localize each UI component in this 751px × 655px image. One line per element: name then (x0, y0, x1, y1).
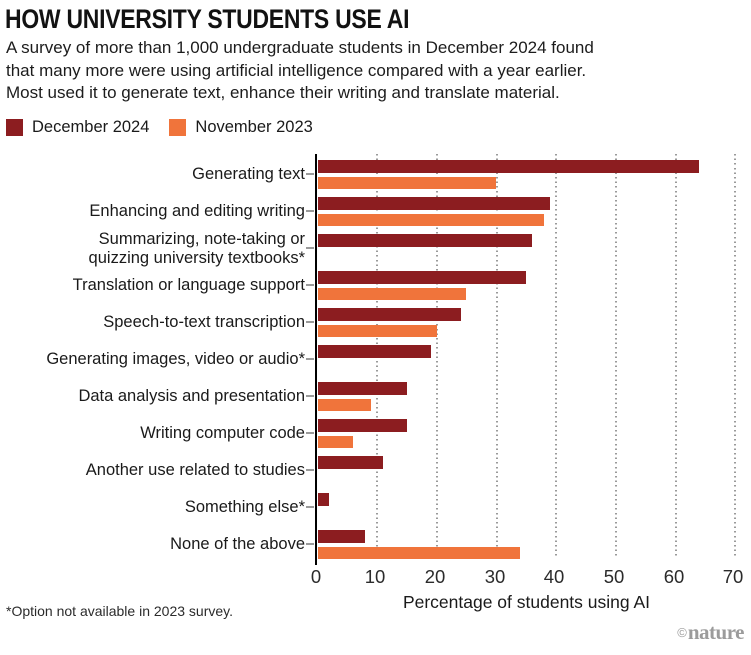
bar-november-2023 (317, 435, 354, 448)
category-tick (306, 543, 314, 545)
x-tick-20: 20 (424, 566, 446, 587)
x-tick-70: 70 (722, 566, 744, 587)
legend-item-november-2023: November 2023 (169, 118, 313, 137)
category-label: Speech-to-text transcription (103, 313, 305, 332)
legend-swatch-december-2024 (6, 119, 23, 136)
category-label: Translation or language support (72, 276, 305, 295)
bar-november-2023 (317, 324, 437, 337)
chart-rows: Generating text Enhancing and editing wr… (0, 157, 751, 564)
legend-item-december-2024: December 2024 (6, 118, 149, 137)
bar-december-2024 (317, 345, 431, 358)
chart-row-something-else: Something else* (0, 490, 751, 527)
category-tick (306, 247, 314, 249)
bar-december-2024 (317, 419, 407, 432)
x-axis-ticks: 0 10 20 30 40 50 60 70 (0, 566, 751, 588)
legend-label: December 2024 (32, 118, 150, 136)
category-label: Another use related to studies (85, 461, 305, 480)
nature-credit: © nature (677, 620, 744, 645)
bar-november-2023 (317, 213, 544, 226)
category-tick (306, 506, 314, 508)
gridline-40 (555, 154, 557, 556)
category-label: Something else* (184, 498, 305, 517)
nature-logo: nature (687, 620, 745, 644)
copyright-symbol: © (677, 625, 687, 640)
bar-december-2024 (317, 160, 699, 173)
x-axis-label: Percentage of students using AI (402, 592, 651, 612)
subtitle: A survey of more than 1,000 undergraduat… (6, 38, 594, 102)
category-tick (306, 284, 314, 286)
gridline-70 (734, 154, 736, 556)
chart-row-data-analysis: Data analysis and presentation (0, 379, 751, 416)
x-tick-50: 50 (603, 566, 625, 587)
bar-group (317, 268, 751, 305)
category-label: Enhancing and editing writing (89, 202, 305, 221)
bar-group (317, 527, 751, 564)
category-label: Generating images, video or audio* (46, 350, 305, 369)
category-tick (306, 395, 314, 397)
gridline-30 (496, 154, 498, 556)
chart-row-writing-code: Writing computer code (0, 416, 751, 453)
category-tick (306, 432, 314, 434)
x-tick-60: 60 (663, 566, 685, 587)
chart-row-speech-to-text: Speech-to-text transcription (0, 305, 751, 342)
category-label: Generating text (192, 165, 305, 184)
chart-row-none-of-the-above: None of the above (0, 527, 751, 564)
bar-december-2024 (317, 197, 550, 210)
page-title: HOW UNIVERSITY STUDENTS USE AI (5, 4, 410, 34)
bar-group (317, 305, 751, 342)
bar-december-2024 (317, 382, 407, 395)
chart-row-summarizing: Summarizing, note-taking or quizzing uni… (0, 230, 751, 268)
category-tick (306, 210, 314, 212)
bar-december-2024 (317, 271, 526, 284)
legend-label: November 2023 (195, 118, 313, 136)
category-tick (306, 358, 314, 360)
x-tick-10: 10 (364, 566, 386, 587)
legend: December 2024 November 2023 (6, 118, 333, 137)
chart-row-generating-text: Generating text (0, 157, 751, 194)
bar-group (317, 231, 751, 268)
bar-november-2023 (317, 546, 520, 559)
bar-november-2023 (317, 398, 372, 411)
chart-row-translation: Translation or language support (0, 268, 751, 305)
bar-december-2024 (317, 308, 461, 321)
x-tick-30: 30 (484, 566, 506, 587)
bar-group (317, 194, 751, 231)
category-tick (306, 173, 314, 175)
category-tick (306, 321, 314, 323)
bar-group (317, 379, 751, 416)
category-label: Summarizing, note-taking or quizzing uni… (88, 230, 305, 267)
bar-december-2024 (317, 530, 366, 543)
category-label: Data analysis and presentation (78, 387, 305, 406)
bar-group (317, 157, 751, 194)
chart-row-generating-images: Generating images, video or audio* (0, 342, 751, 379)
bar-december-2024 (317, 456, 383, 469)
category-label: None of the above (170, 535, 305, 554)
footnote: *Option not available in 2023 survey. (6, 603, 233, 619)
chart-row-enhancing-writing: Enhancing and editing writing (0, 194, 751, 231)
bar-group (317, 453, 751, 490)
category-label: Writing computer code (140, 424, 305, 443)
gridline-20 (436, 154, 438, 556)
category-tick (306, 469, 314, 471)
x-tick-40: 40 (543, 566, 565, 587)
bar-group (317, 416, 751, 453)
bar-november-2023 (317, 287, 467, 300)
legend-swatch-november-2023 (169, 119, 187, 136)
bar-december-2024 (317, 234, 532, 247)
bar-group (317, 342, 751, 379)
bar-november-2023 (317, 176, 497, 189)
bar-december-2024 (317, 493, 330, 506)
gridline-60 (675, 154, 677, 556)
x-tick-0: 0 (310, 566, 322, 587)
bar-group (317, 490, 751, 527)
bar-chart: Generating text Enhancing and editing wr… (0, 154, 751, 565)
chart-row-another-use: Another use related to studies (0, 453, 751, 490)
gridline-50 (615, 154, 617, 556)
